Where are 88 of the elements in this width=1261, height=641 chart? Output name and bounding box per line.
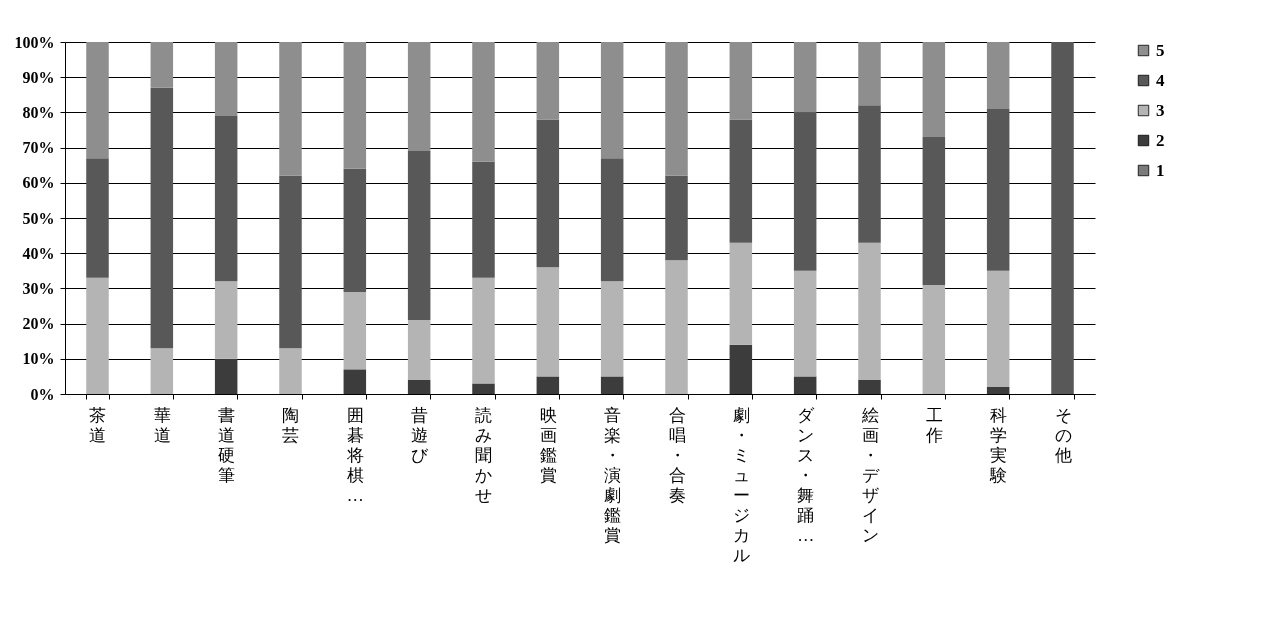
legend-label: 2 — [1156, 130, 1165, 150]
bar — [793, 42, 817, 113]
bar — [922, 284, 946, 394]
x-tick-label: 科学実験 — [989, 405, 1008, 485]
bar — [986, 270, 1010, 387]
y-tick-label: 40% — [22, 244, 55, 262]
bar — [472, 277, 495, 384]
bar — [729, 344, 753, 394]
bar — [793, 270, 817, 377]
bar — [86, 42, 109, 159]
x-tick-label: 陶芸 — [282, 405, 300, 445]
bar — [665, 42, 688, 176]
x-tick-label: 音楽・演劇鑑賞 — [604, 405, 622, 545]
bar — [600, 376, 624, 394]
x-tick-label: 絵画・デザイン — [860, 405, 880, 545]
bar — [922, 42, 946, 138]
y-tick-label: 20% — [22, 315, 55, 333]
x-tick-label: 工作 — [924, 405, 943, 445]
bar — [407, 379, 431, 394]
y-tick-label: 0% — [30, 385, 55, 403]
bar — [986, 386, 1010, 394]
bar — [922, 137, 946, 285]
x-tick-label: ダンス・舞踊… — [797, 405, 816, 545]
bar — [343, 369, 367, 394]
x-tick-label: 合唱・合奏 — [668, 405, 686, 505]
bar — [150, 348, 174, 394]
bar — [86, 277, 109, 394]
bar — [858, 42, 881, 106]
bar — [986, 108, 1010, 271]
y-tick-label: 100% — [14, 33, 55, 51]
bar — [150, 87, 174, 349]
bar — [343, 291, 367, 370]
x-tick-label: 昔遊び — [411, 405, 430, 465]
bar — [150, 42, 174, 88]
bar — [536, 376, 560, 394]
bar — [600, 42, 624, 159]
bar — [279, 175, 302, 349]
bar — [343, 42, 367, 169]
bar — [214, 42, 238, 116]
bar — [472, 42, 495, 162]
bar — [472, 383, 495, 394]
legend-label: 3 — [1156, 100, 1165, 120]
bar — [665, 175, 688, 261]
bar — [729, 242, 753, 345]
bar — [279, 348, 302, 394]
y-tick-label: 80% — [22, 103, 55, 121]
y-tick-label: 90% — [22, 68, 55, 86]
bar — [793, 376, 817, 394]
bar — [214, 358, 238, 394]
y-tick-label: 60% — [22, 174, 55, 192]
bar — [858, 105, 881, 243]
bar — [858, 242, 881, 380]
x-tick-label: 映画鑑賞 — [539, 405, 557, 485]
bar — [407, 151, 431, 321]
bar — [214, 281, 238, 359]
bar — [536, 42, 560, 120]
bar — [986, 42, 1010, 109]
bar — [472, 161, 495, 278]
legend-label: 1 — [1156, 160, 1165, 180]
x-tick-label: 劇・ミュージカル — [732, 405, 750, 565]
y-tick-label: 30% — [22, 279, 55, 297]
bar — [858, 379, 881, 394]
x-tick-label: 華道 — [153, 405, 171, 445]
legend-label: 4 — [1156, 70, 1165, 90]
x-tick-label: 読み聞かせ — [475, 405, 493, 505]
bar — [665, 260, 688, 394]
legend-label: 5 — [1156, 40, 1165, 60]
y-tick-label: 50% — [22, 209, 55, 227]
x-tick-label: その他 — [1054, 405, 1072, 465]
y-tick-label: 70% — [22, 139, 55, 157]
y-tick-label: 10% — [22, 350, 55, 368]
bar — [600, 281, 624, 377]
bar — [600, 158, 624, 282]
bar — [407, 320, 431, 380]
bar — [536, 267, 560, 377]
bar — [214, 115, 238, 282]
x-tick-label: 囲碁将棋… — [345, 405, 364, 505]
bar — [407, 42, 431, 152]
bar — [729, 42, 753, 120]
bar — [536, 119, 560, 268]
x-tick-label: 書道硬筆 — [218, 405, 236, 485]
bar — [1051, 42, 1074, 394]
bar — [793, 112, 817, 271]
bar — [729, 119, 753, 243]
x-tick-label: 茶道 — [89, 405, 107, 445]
bar — [279, 42, 302, 176]
bar — [86, 158, 109, 278]
bar — [343, 168, 367, 292]
